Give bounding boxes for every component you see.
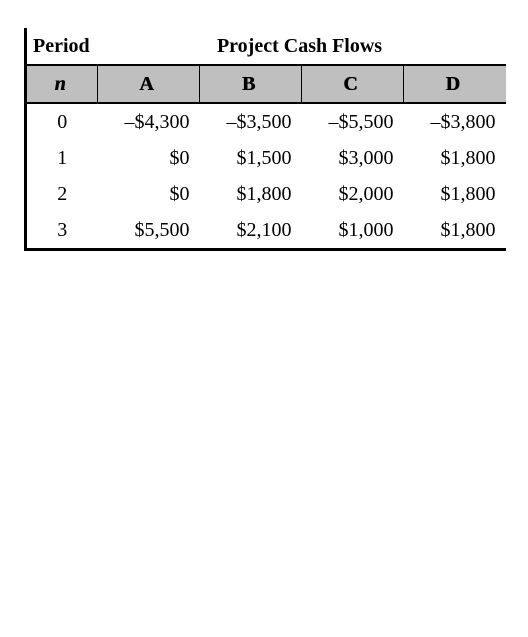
cell-d: $1,800: [404, 140, 506, 176]
col-header-c: C: [302, 65, 404, 103]
cell-b: $1,500: [200, 140, 302, 176]
cell-b: –$3,500: [200, 103, 302, 140]
table-title-row: Period Project Cash Flows: [26, 28, 506, 65]
col-header-a: A: [98, 65, 200, 103]
cell-a: –$4,300: [98, 103, 200, 140]
cell-n: 1: [26, 140, 98, 176]
table-row: 1 $0 $1,500 $3,000 $1,800: [26, 140, 506, 176]
cell-n: 0: [26, 103, 98, 140]
title-cashflows: Project Cash Flows: [98, 28, 506, 65]
title-period: Period: [26, 28, 98, 65]
cell-b: $2,100: [200, 212, 302, 250]
table-row: 3 $5,500 $2,100 $1,000 $1,800: [26, 212, 506, 250]
page: Period Project Cash Flows n A B C D 0 –$…: [0, 0, 528, 279]
col-header-n: n: [26, 65, 98, 103]
table-row: 0 –$4,300 –$3,500 –$5,500 –$3,800: [26, 103, 506, 140]
cash-flows-table: Period Project Cash Flows n A B C D 0 –$…: [24, 28, 506, 251]
cell-c: –$5,500: [302, 103, 404, 140]
cell-n: 2: [26, 176, 98, 212]
cell-c: $1,000: [302, 212, 404, 250]
cell-a: $0: [98, 140, 200, 176]
cell-a: $5,500: [98, 212, 200, 250]
col-header-d: D: [404, 65, 506, 103]
cell-c: $3,000: [302, 140, 404, 176]
cell-a: $0: [98, 176, 200, 212]
cell-n: 3: [26, 212, 98, 250]
cell-d: $1,800: [404, 176, 506, 212]
table-row: 2 $0 $1,800 $2,000 $1,800: [26, 176, 506, 212]
cell-d: –$3,800: [404, 103, 506, 140]
cell-c: $2,000: [302, 176, 404, 212]
table-header-row: n A B C D: [26, 65, 506, 103]
cell-d: $1,800: [404, 212, 506, 250]
cell-b: $1,800: [200, 176, 302, 212]
col-header-b: B: [200, 65, 302, 103]
